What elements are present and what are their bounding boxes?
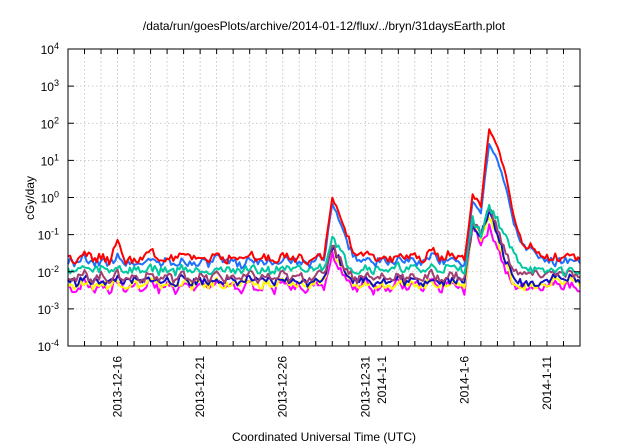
- chart-title: /data/run/goesPlots/archive/2014-01-12/f…: [143, 19, 506, 33]
- y-tick-label: 10-4: [38, 338, 59, 354]
- plot-frame: [67, 48, 581, 347]
- series-mauve: [67, 209, 581, 285]
- y-tick-label: 101: [41, 152, 59, 168]
- x-tick-label: 2013-12-21: [193, 356, 207, 418]
- y-axis-label: cGy/day: [23, 176, 37, 220]
- y-tick-labels: 10-4 10-3 10-2 10-1 100 101 102 103 104: [38, 41, 59, 354]
- series-group: [67, 128, 581, 296]
- y-tick-label: 10-1: [38, 227, 59, 243]
- x-tick-label: 2014-1-1: [375, 356, 389, 404]
- x-tick-label: 2013-12-31: [358, 356, 372, 418]
- series-red: [67, 128, 581, 266]
- x-tick-label: 2014-1-6: [457, 356, 471, 404]
- y-tick-label: 102: [41, 115, 59, 131]
- x-tick-label: 2014-1-11: [540, 356, 554, 410]
- y-tick-label: 10-3: [38, 301, 59, 317]
- y-tick-label: 103: [41, 78, 59, 94]
- y-tick-label: 104: [41, 41, 59, 57]
- x-tick-label: 2013-12-16: [111, 356, 125, 418]
- series-blue: [67, 143, 581, 270]
- y-tick-label: 10-2: [38, 264, 59, 280]
- series-navy: [67, 209, 581, 288]
- series-magenta: [67, 221, 581, 296]
- x-tick-labels: 2013-12-16 2013-12-21 2013-12-26 2013-12-31…: [111, 356, 554, 418]
- series-teal: [67, 203, 581, 277]
- x-tick-label: 2013-12-26: [276, 356, 290, 418]
- x-axis-label: Coordinated Universal Time (UTC): [232, 430, 416, 444]
- grid: [68, 49, 580, 346]
- y-tick-label: 100: [41, 190, 59, 206]
